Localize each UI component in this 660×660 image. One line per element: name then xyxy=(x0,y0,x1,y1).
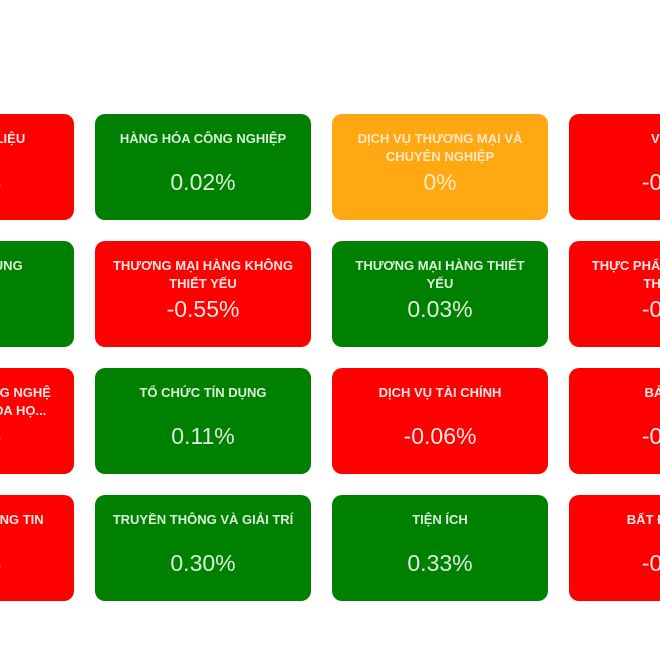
sector-change: 0.03% xyxy=(407,296,473,322)
sector-change: 0.30% xyxy=(170,550,236,576)
sector-name: NGUYÊN VẬT LIỆU xyxy=(0,131,26,146)
sector-name: THƯƠNG MẠI HÀNG KHÔNG THIẾT YẾU xyxy=(112,258,294,291)
sector-change: -0.xx% xyxy=(0,169,1,195)
sector-name: VẬN TẢI xyxy=(651,131,660,146)
sector-change: 0.33% xyxy=(407,550,473,576)
sector-name: HÀNG HÓA CÔNG NGHIỆP xyxy=(119,131,287,146)
sector-name: TỔ CHỨC TÍN DỤNG xyxy=(139,385,267,400)
sector-card-tien-ich[interactable]: TIỆN ÍCH 0.33% xyxy=(332,495,548,601)
sector-change: 0.11% xyxy=(171,423,235,449)
sector-card-nguyen-vat-lieu[interactable]: NGUYÊN VẬT LIỆU -0.xx% xyxy=(0,114,74,220)
sector-name: TRUYỀN THÔNG VÀ GIẢI TRÍ xyxy=(112,512,294,527)
sector-change: 0% xyxy=(423,169,457,195)
sector-change: -0.55% xyxy=(166,296,240,322)
sector-card-bao-hiem[interactable]: BẢO HIỂM -0.xx% xyxy=(569,368,660,474)
sector-change: -0.xx% xyxy=(0,550,1,576)
sector-name: DỊCH VỤ TÀI CHÍNH xyxy=(378,385,502,400)
sector-card-thuong-mai-hang-thiet-yeu[interactable]: THƯƠNG MẠI HÀNG THIẾT YẾU 0.03% xyxy=(332,241,548,347)
sector-card-bat-dong-san[interactable]: BẤT ĐỘNG SẢN -0.xx% xyxy=(569,495,660,601)
sector-name: BẤT ĐỘNG SẢN xyxy=(626,512,660,527)
sector-card-thuc-pham[interactable]: THỰC PHẨM, ĐỒ UỐNG VÀ THUỐC LÁ -0.xx% xyxy=(569,241,660,347)
sector-card-dich-vu-thuong-mai[interactable]: DỊCH VỤ THƯƠNG MẠI VÀ CHUYÊN NGHIỆP 0% xyxy=(332,114,548,220)
sector-card-hang-hoa-cong-nghiep[interactable]: HÀNG HÓA CÔNG NGHIỆP 0.02% xyxy=(95,114,311,220)
sector-card-duoc-pham[interactable]: DƯỢC PHẨM, CÔNG NGHỆ SINH HỌC VÀ KHOA HỌ… xyxy=(0,368,74,474)
sector-change: -0.xx% xyxy=(0,423,1,449)
sector-grid: NGUYÊN VẬT LIỆU -0.xx% HÀNG HÓA CÔNG NGH… xyxy=(0,114,660,601)
sector-card-cong-nghe-thong-tin[interactable]: CÔNG NGHỆ THÔNG TIN -0.xx% xyxy=(0,495,74,601)
sector-card-van-tai[interactable]: VẬN TẢI -0.xx% xyxy=(569,114,660,220)
sector-change: 0.02% xyxy=(170,169,236,195)
sector-name: HÀNG TIÊU DÙNG xyxy=(0,258,23,273)
sector-name: THƯƠNG MẠI HÀNG THIẾT YẾU xyxy=(355,258,525,291)
sector-change: -0.xx% xyxy=(641,423,660,449)
sector-name: BẢO HIỂM xyxy=(644,385,660,400)
sector-name: DƯỢC PHẨM, CÔNG NGHỆ SINH HỌC VÀ KHOA HỌ… xyxy=(0,385,51,418)
sector-change: -0.06% xyxy=(403,423,477,449)
sector-name: TIỆN ÍCH xyxy=(412,512,468,527)
sector-card-dich-vu-tai-chinh[interactable]: DỊCH VỤ TÀI CHÍNH -0.06% xyxy=(332,368,548,474)
sector-card-hang-tieu-dung[interactable]: HÀNG TIÊU DÙNG xyxy=(0,241,74,347)
sector-name: DỊCH VỤ THƯƠNG MẠI VÀ CHUYÊN NGHIỆP xyxy=(357,131,523,164)
sector-change: -0.xx% xyxy=(641,296,660,322)
sector-card-thuong-mai-hang-khong-thiet-yeu[interactable]: THƯƠNG MẠI HÀNG KHÔNG THIẾT YẾU -0.55% xyxy=(95,241,311,347)
sector-card-to-chuc-tin-dung[interactable]: TỔ CHỨC TÍN DỤNG 0.11% xyxy=(95,368,311,474)
sector-change: -0.xx% xyxy=(641,169,660,195)
sector-name: THỰC PHẨM, ĐỒ UỐNG VÀ THUỐC LÁ xyxy=(591,258,660,291)
sector-change: -0.xx% xyxy=(641,550,660,576)
sector-name: CÔNG NGHỆ THÔNG TIN xyxy=(0,512,44,527)
sector-card-truyen-thong-giai-tri[interactable]: TRUYỀN THÔNG VÀ GIẢI TRÍ 0.30% xyxy=(95,495,311,601)
